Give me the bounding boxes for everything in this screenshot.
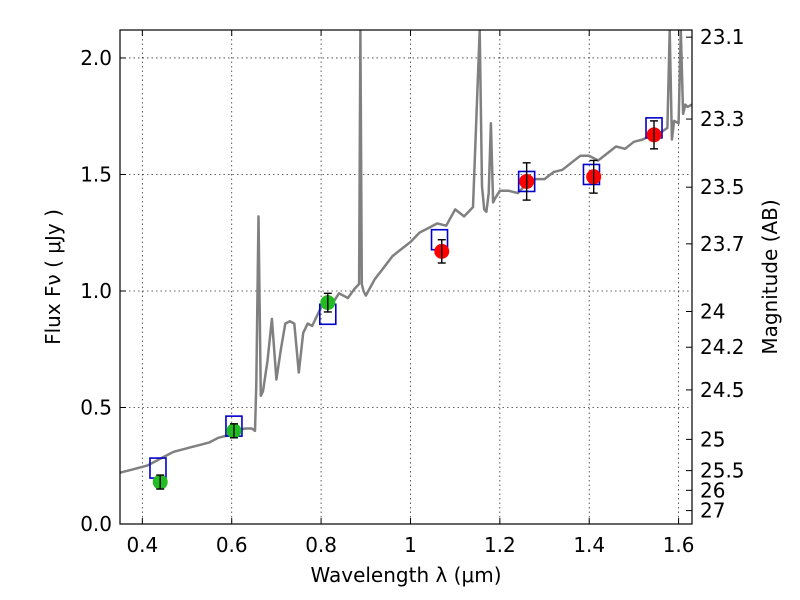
y-tick-label: 1.5 xyxy=(80,162,112,186)
x-tick-label: 0.4 xyxy=(126,533,158,557)
plot-frame xyxy=(119,29,693,525)
y-axis-label-right: Magnitude (AB) xyxy=(758,199,782,354)
mag-tick-label: 23.5 xyxy=(700,175,745,199)
spectrum-line xyxy=(120,30,692,474)
mag-tick-label: 25 xyxy=(700,427,725,451)
mag-tick-label: 23.7 xyxy=(700,232,745,256)
x-tick-label: 1.4 xyxy=(573,533,605,557)
mag-tick-label: 25.5 xyxy=(700,459,745,483)
plot-area xyxy=(120,30,692,490)
x-tick-label: 0.6 xyxy=(216,533,248,557)
mag-tick-label: 23.3 xyxy=(700,107,745,131)
y-tick-label: 2.0 xyxy=(80,46,112,70)
x-axis-label: Wavelength λ (μm) xyxy=(310,563,501,587)
x-tick-label: 1.2 xyxy=(484,533,516,557)
y-tick-label: 1.0 xyxy=(80,279,112,303)
y-tick-label: 0.0 xyxy=(80,512,112,536)
mag-tick-label: 27 xyxy=(700,499,725,523)
y-tick-label: 0.5 xyxy=(80,395,112,419)
mag-tick-label: 24 xyxy=(700,299,725,323)
x-tick-label: 1.6 xyxy=(663,533,695,557)
axis-ticks: 0.4 0.6 0.8 1 1.2 1.4 1.6 0.0 0.5 1.0 1.5 2.0 23.1 23… xyxy=(80,25,744,557)
y-axis-label: Flux Fν ( μJy ) xyxy=(41,209,65,345)
mag-tick-label: 24.2 xyxy=(700,335,745,359)
grid xyxy=(120,30,692,525)
x-tick-label: 0.8 xyxy=(305,533,337,557)
x-tick-label: 1 xyxy=(404,533,417,557)
mag-tick-label: 23.1 xyxy=(700,25,745,49)
mag-tick-label: 24.5 xyxy=(700,378,745,402)
mag-tick-label: 26 xyxy=(700,478,725,502)
